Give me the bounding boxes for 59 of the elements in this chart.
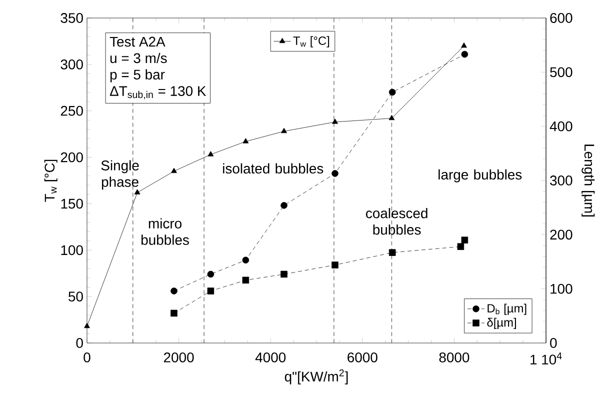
y-tick-label: 250 bbox=[60, 106, 83, 116]
legend-label: T$_{w}$ [°C] bbox=[293, 36, 330, 48]
point bbox=[208, 151, 214, 156]
point bbox=[461, 50, 468, 58]
point bbox=[461, 42, 467, 48]
point bbox=[281, 128, 287, 134]
y-axis-title: T$_{w}$ [°C] bbox=[44, 160, 58, 202]
x-tick-label: 2000 bbox=[164, 352, 194, 362]
x-tick-label: 4000 bbox=[255, 352, 286, 362]
annotation: micro bubbles bbox=[142, 218, 189, 245]
y-tick-label: 50 bbox=[68, 292, 83, 302]
y-tick-label: 350 bbox=[60, 13, 83, 23]
point bbox=[170, 288, 178, 294]
y-tick-label: 200 bbox=[60, 152, 83, 162]
y2-tick-label: 200 bbox=[550, 230, 572, 240]
x-tick-label: 1 10$^{4}$ bbox=[530, 352, 562, 365]
point bbox=[280, 270, 288, 278]
y2-axis-title: Length [µm] bbox=[582, 144, 595, 216]
annotation: ΔT$_{sub,in}$ = 130 K bbox=[110, 86, 206, 100]
y-tick-label: 0 bbox=[76, 338, 83, 348]
point bbox=[242, 138, 249, 144]
annotation: isolated bubbles bbox=[223, 163, 324, 174]
annotation: Test A2A bbox=[110, 36, 166, 47]
point bbox=[242, 256, 250, 264]
point bbox=[207, 270, 214, 278]
legend-label: D$_{b}$ [µm] bbox=[488, 304, 526, 315]
y2-tick-label: 100 bbox=[550, 284, 572, 294]
point bbox=[457, 243, 464, 250]
y2-tick-label: 300 bbox=[550, 176, 572, 186]
point bbox=[84, 322, 90, 328]
point bbox=[280, 202, 288, 209]
point bbox=[388, 249, 396, 256]
point bbox=[388, 88, 396, 96]
annotation: coalesced bubbles bbox=[366, 208, 428, 235]
point bbox=[332, 170, 338, 177]
y-tick-label: 150 bbox=[61, 198, 83, 209]
x-tick-label: 0 bbox=[84, 352, 90, 362]
annotation: p = 5 bar bbox=[110, 69, 165, 82]
y-tick-label: 300 bbox=[60, 59, 83, 70]
x-tick-label: 6000 bbox=[348, 352, 378, 362]
point bbox=[170, 310, 178, 317]
point bbox=[171, 168, 177, 174]
point bbox=[332, 118, 338, 124]
annotation: u = 3 m/s bbox=[110, 52, 167, 64]
annotation: Single phase bbox=[101, 160, 139, 190]
y2-tick-label: 600 bbox=[550, 13, 572, 23]
point bbox=[388, 114, 395, 120]
x-axis-title: q"[KW/m$^{2}$] bbox=[284, 369, 348, 384]
y-tick-label: 100 bbox=[61, 245, 83, 256]
legend-label: δ[µm] bbox=[487, 318, 516, 330]
y2-tick-label: 500 bbox=[550, 67, 572, 78]
point bbox=[332, 262, 338, 268]
point bbox=[242, 276, 250, 284]
y2-tick-label: 0 bbox=[550, 338, 557, 348]
point bbox=[207, 288, 214, 294]
y2-tick-label: 400 bbox=[550, 121, 572, 132]
x-tick-label: 8000 bbox=[439, 352, 470, 362]
annotation: large bubbles bbox=[438, 169, 522, 182]
point bbox=[461, 236, 468, 244]
